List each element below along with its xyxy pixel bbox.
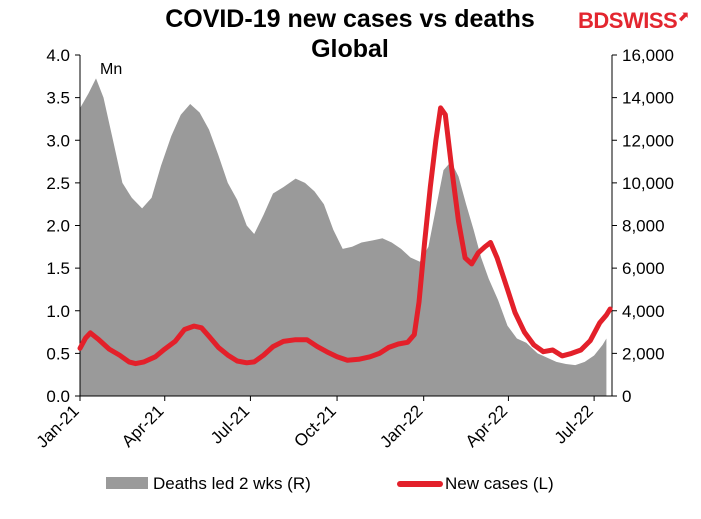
legend-label-deaths: Deaths led 2 wks (R) (153, 474, 311, 493)
chart-title-line2: Global (311, 35, 389, 63)
legend-label-cases: New cases (L) (445, 474, 554, 493)
right-tick-label: 12,000 (622, 131, 674, 150)
left-tick-label: 0.5 (46, 344, 70, 363)
deaths-area-layer (80, 78, 607, 397)
legend: Deaths led 2 wks (R) New cases (L) (106, 474, 554, 493)
cases-line-layer (77, 105, 613, 367)
x-tick-label: Jul-21 (207, 401, 253, 447)
axes-layer (75, 54, 617, 401)
right-tick-label: 6,000 (622, 259, 665, 278)
unit-label: Mn (100, 61, 122, 78)
left-tick-label: 0.0 (46, 387, 70, 406)
left-tick-label: 2.0 (46, 217, 70, 236)
brand-logo-part2: SWISS (608, 8, 678, 33)
left-tick-label: 2.5 (46, 174, 70, 193)
right-tick-label: 10,000 (622, 174, 674, 193)
right-tick-label: 2,000 (622, 344, 665, 363)
right-tick-label: 16,000 (622, 46, 674, 65)
right-tick-label: 4,000 (622, 302, 665, 321)
x-tick-label: Apr-22 (462, 401, 512, 451)
left-tick-label: 3.0 (46, 131, 70, 150)
brand-logo-part1: BD (578, 8, 609, 33)
cases-line (77, 105, 613, 367)
brand-logo-mark: ⬈ (677, 8, 689, 24)
chart-title: COVID-19 new cases vs deaths Global (90, 4, 610, 64)
deaths-area (80, 78, 607, 397)
x-tick-label: Oct-21 (290, 401, 340, 451)
left-tick-label: 3.5 (46, 89, 70, 108)
x-tick-label: Jan-22 (376, 401, 426, 451)
right-tick-label: 14,000 (622, 89, 674, 108)
left-tick-label: 4.0 (46, 46, 70, 65)
x-tick-label: Jul-22 (551, 401, 597, 447)
right-tick-label: 0 (622, 387, 631, 406)
left-tick-label: 1.5 (46, 259, 70, 278)
x-tick-label: Jan-21 (33, 401, 83, 451)
brand-logo: BDSWISS⬈ (578, 8, 689, 34)
chart-title-line1: COVID-19 new cases vs deaths (165, 5, 535, 33)
legend-swatch-deaths (106, 477, 148, 489)
right-tick-label: 8,000 (622, 217, 665, 236)
x-tick-label: Apr-21 (118, 401, 168, 451)
left-tick-label: 1.0 (46, 302, 70, 321)
